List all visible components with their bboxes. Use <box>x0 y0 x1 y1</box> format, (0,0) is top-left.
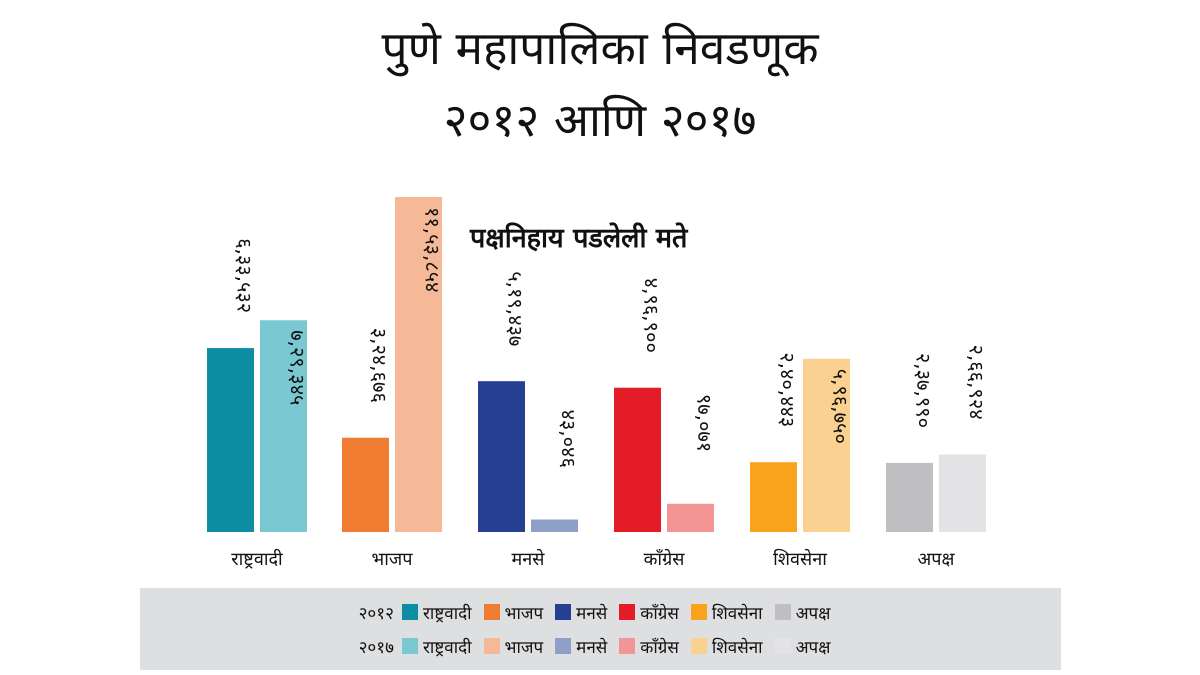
legend-item: शिवसेना <box>690 601 763 624</box>
bar-2017 <box>667 503 714 532</box>
chart-title-line-2: २०१२ आणि २०१७ <box>443 93 757 147</box>
legend: २०१२ राष्ट्रवादी भाजप मनसे काँग्रेस शिवसेना अप… <box>140 588 1061 670</box>
category-label: राष्ट्रवादी <box>231 548 283 570</box>
category-label: काँग्रेस <box>644 548 686 570</box>
data-label: ३,२४,६७६ <box>368 328 392 403</box>
legend-swatch <box>401 604 418 620</box>
legend-item: काँग्रेस <box>619 601 679 624</box>
data-label: ११,५३,८५४ <box>421 207 445 293</box>
bar-2012 <box>750 462 797 532</box>
bar-2017 <box>803 358 850 532</box>
category-label: मनसे <box>512 548 546 570</box>
legend-label: मनसे <box>576 637 608 658</box>
bar-2012 <box>886 462 933 532</box>
bar-2012 <box>478 381 525 532</box>
category-label: भाजप <box>372 549 414 570</box>
data-label: ५,९६,७५० <box>829 369 853 444</box>
bar-2012 <box>614 387 661 532</box>
data-label: ४३,०४६ <box>557 410 581 468</box>
legend-swatch <box>483 638 500 654</box>
data-label: ६,३३,५३२ <box>233 238 257 313</box>
legend-year-label: २०१२ <box>358 603 394 624</box>
chart-title-line-1: पुणे महापालिका निवडणूक <box>381 21 819 75</box>
legend-label: मनसे <box>576 603 608 624</box>
legend-swatch <box>774 604 791 620</box>
legend-swatch <box>555 604 572 620</box>
data-label: ९७,०७१ <box>693 394 717 452</box>
legend-label: राष्ट्रवादी <box>422 637 472 658</box>
legend-label: भाजप <box>504 637 544 658</box>
bar-2017 <box>531 519 578 532</box>
data-label: ७,२९,३४५ <box>286 330 310 405</box>
legend-item: अपक्ष <box>774 635 831 658</box>
bar-chart: ६,३३,५३२ ७,२९,३४५ राष्ट्रवादी ३,२४,६७६ ११,५३… <box>207 197 989 570</box>
data-label: २,६६,९२४ <box>965 345 989 420</box>
legend-item: मनसे <box>555 601 607 624</box>
legend-label: शिवसेना <box>711 637 763 658</box>
bar-2017 <box>260 320 307 532</box>
legend-label: भाजप <box>504 603 544 624</box>
legend-label: अपक्ष <box>795 603 831 624</box>
legend-item: भाजप <box>483 635 544 658</box>
bar-2017 <box>395 197 442 532</box>
chart-subtitle: पक्षनिहाय पडलेली मते <box>470 223 688 254</box>
bar-2012 <box>342 437 389 532</box>
legend-swatch <box>690 604 707 620</box>
category-label: शिवसेना <box>773 548 827 570</box>
legend-item: राष्ट्रवादी <box>401 635 472 658</box>
legend-row-2012: २०१२ राष्ट्रवादी भाजप मनसे काँग्रेस शिवसेना अप… <box>140 597 1061 627</box>
data-label: २,३७,९९० <box>912 353 936 428</box>
legend-item: मनसे <box>555 635 607 658</box>
legend-swatch <box>774 638 791 654</box>
legend-label: काँग्रेस <box>640 603 679 624</box>
legend-item: शिवसेना <box>690 635 763 658</box>
legend-item: काँग्रेस <box>619 635 679 658</box>
bar-2017 <box>939 454 986 532</box>
legend-label: राष्ट्रवादी <box>422 603 472 624</box>
legend-label: काँग्रेस <box>640 637 679 658</box>
category-label: अपक्ष <box>918 549 956 570</box>
legend-year-label: २०१७ <box>358 637 394 658</box>
data-label: २,४०,४४३ <box>776 352 800 427</box>
legend-item: राष्ट्रवादी <box>401 601 472 624</box>
legend-item: अपक्ष <box>774 601 831 624</box>
legend-swatch <box>401 638 418 654</box>
legend-row-2017: २०१७ राष्ट्रवादी भाजप मनसे काँग्रेस शिवसेना अप… <box>140 631 1061 661</box>
data-label: ४,९६,९०० <box>640 278 664 353</box>
bar-2012 <box>207 348 254 532</box>
legend-swatch <box>619 604 636 620</box>
legend-label: शिवसेना <box>711 603 763 624</box>
legend-swatch <box>690 638 707 654</box>
legend-label: अपक्ष <box>795 637 831 658</box>
data-label: ५,१९,४३७ <box>504 271 528 346</box>
legend-swatch <box>555 638 572 654</box>
legend-item: भाजप <box>483 601 544 624</box>
legend-swatch <box>619 638 636 654</box>
legend-swatch <box>483 604 500 620</box>
